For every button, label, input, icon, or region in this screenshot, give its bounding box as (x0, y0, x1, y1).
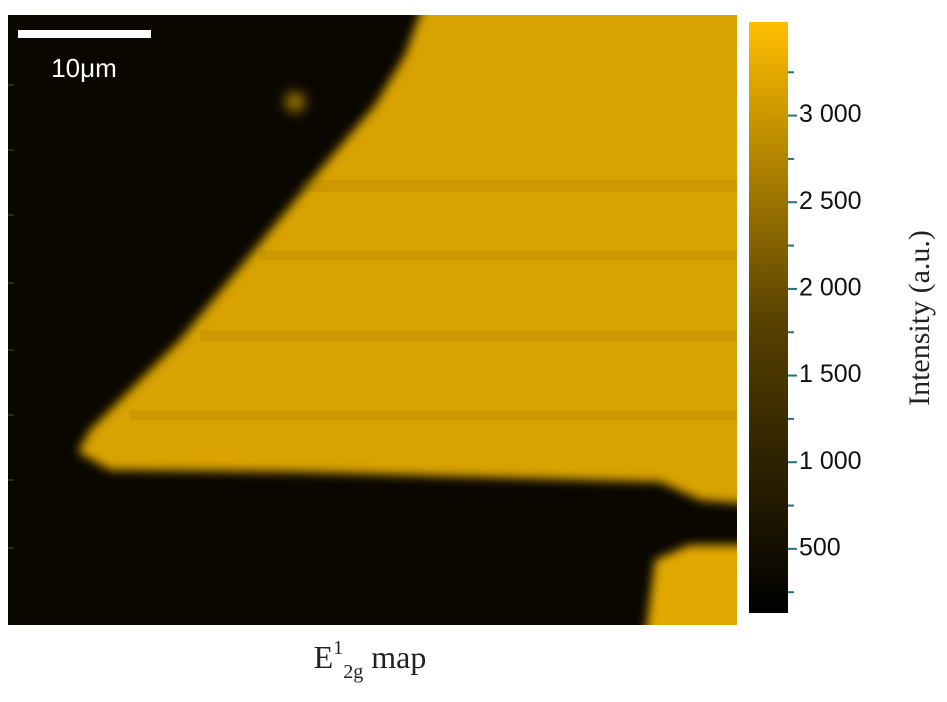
colorbar-tick-label: 3 000 (799, 100, 862, 128)
caption-base: E (314, 639, 334, 675)
colorbar-tick-label: 500 (799, 533, 841, 561)
spot (285, 92, 305, 112)
colorbar-tick-label: 2 500 (799, 187, 862, 215)
caption-rest: map (371, 639, 426, 675)
scale-bar-label: 10μm (51, 53, 117, 83)
colorbar (749, 22, 788, 613)
map (8, 0, 760, 640)
chart: 10μm Intensity (a.u.) E12g map 500 1 000 1 … (0, 0, 947, 702)
colorbar-label: Intensity (a.u.) (903, 230, 936, 406)
caption: E12g map (314, 637, 427, 683)
colorbar-tick-label: 1 500 (799, 360, 862, 388)
caption-sup: 1 (333, 637, 343, 659)
caption-sub: 2g (343, 661, 363, 683)
colorbar-tick-label: 2 000 (799, 274, 862, 302)
colorbar-tick-label: 1 000 (799, 447, 862, 475)
scale-bar (18, 30, 151, 38)
